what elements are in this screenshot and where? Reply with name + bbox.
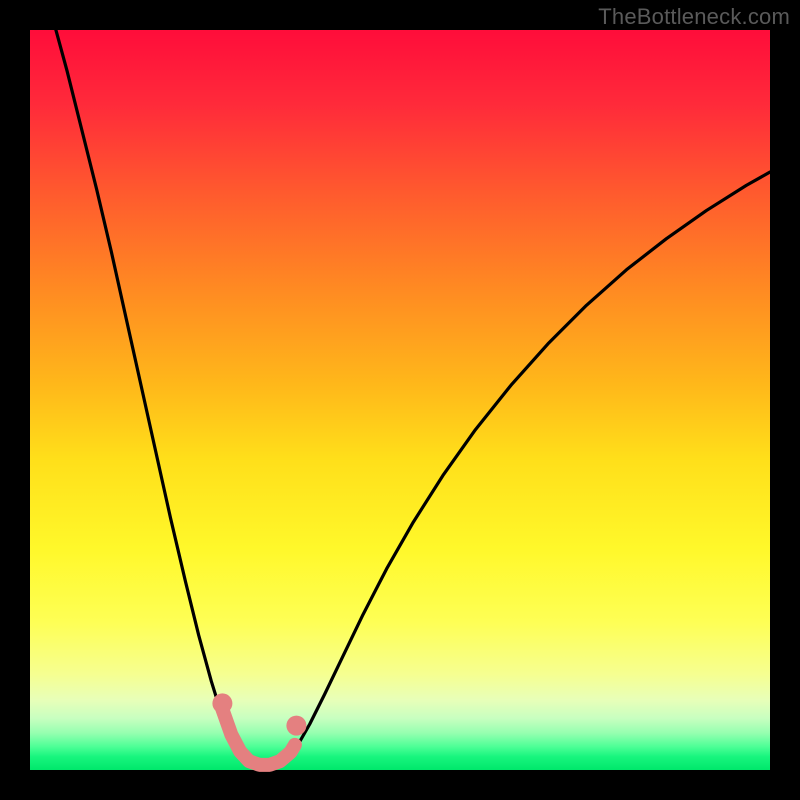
watermark-label: TheBottleneck.com	[598, 4, 790, 30]
highlight-endcap-0	[212, 693, 232, 713]
plot-background	[30, 30, 770, 770]
chart-svg	[0, 0, 800, 800]
chart-canvas: TheBottleneck.com	[0, 0, 800, 800]
highlight-endcap-1	[286, 716, 306, 736]
